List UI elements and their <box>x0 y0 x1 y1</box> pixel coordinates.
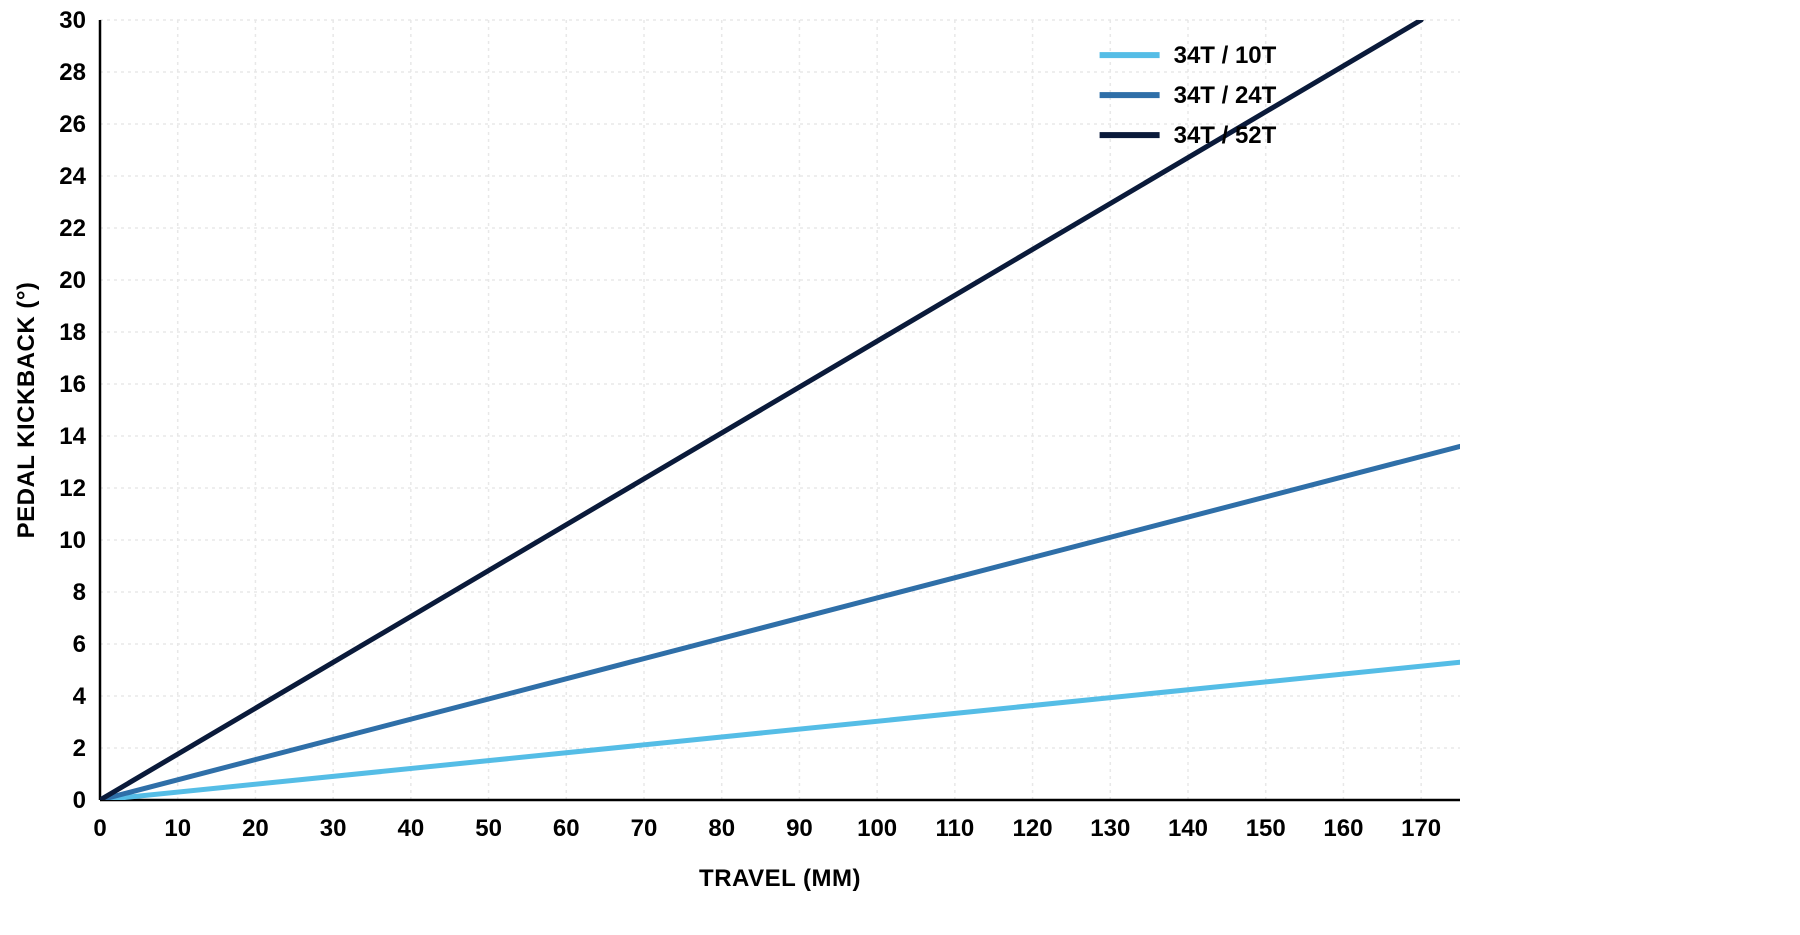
legend-label-2: 34T / 52T <box>1174 122 1277 149</box>
y-tick-label: 2 <box>73 735 86 762</box>
y-tick-label: 4 <box>73 683 87 710</box>
x-tick-label: 120 <box>1013 815 1053 842</box>
y-tick-label: 18 <box>59 319 86 346</box>
y-tick-label: 6 <box>73 631 86 658</box>
y-tick-label: 22 <box>59 215 86 242</box>
x-tick-label: 130 <box>1090 815 1130 842</box>
y-tick-label: 10 <box>59 527 86 554</box>
legend-label-1: 34T / 24T <box>1174 82 1277 109</box>
x-tick-label: 90 <box>786 815 813 842</box>
chart-background <box>0 0 1800 935</box>
x-tick-label: 100 <box>857 815 897 842</box>
x-tick-label: 0 <box>93 815 106 842</box>
x-tick-label: 140 <box>1168 815 1208 842</box>
legend-swatch-2 <box>1100 132 1160 138</box>
y-tick-label: 24 <box>59 163 86 190</box>
x-tick-label: 150 <box>1246 815 1286 842</box>
x-tick-label: 20 <box>242 815 269 842</box>
chart-svg: 0102030405060708090100110120130140150160… <box>0 0 1800 935</box>
y-tick-label: 28 <box>59 59 86 86</box>
x-tick-label: 170 <box>1401 815 1441 842</box>
legend-label-0: 34T / 10T <box>1174 42 1277 69</box>
x-tick-label: 40 <box>398 815 425 842</box>
legend-swatch-1 <box>1100 92 1160 98</box>
y-tick-label: 0 <box>73 787 86 814</box>
x-tick-label: 80 <box>708 815 735 842</box>
legend-swatch-0 <box>1100 52 1160 58</box>
y-tick-label: 26 <box>59 111 86 138</box>
x-tick-label: 10 <box>164 815 191 842</box>
x-tick-label: 60 <box>553 815 580 842</box>
x-tick-label: 160 <box>1323 815 1363 842</box>
x-tick-label: 30 <box>320 815 347 842</box>
x-tick-label: 50 <box>475 815 502 842</box>
y-tick-label: 8 <box>73 579 86 606</box>
y-tick-label: 12 <box>59 475 86 502</box>
y-tick-label: 20 <box>59 267 86 294</box>
y-tick-label: 16 <box>59 371 86 398</box>
x-axis-label: TRAVEL (MM) <box>699 865 861 892</box>
pedal-kickback-chart: 0102030405060708090100110120130140150160… <box>0 0 1800 935</box>
y-tick-label: 14 <box>59 423 86 450</box>
x-tick-label: 70 <box>631 815 658 842</box>
y-tick-label: 30 <box>59 7 86 34</box>
x-tick-label: 110 <box>935 815 974 842</box>
y-axis-label: PEDAL KICKBACK (°) <box>13 282 40 539</box>
